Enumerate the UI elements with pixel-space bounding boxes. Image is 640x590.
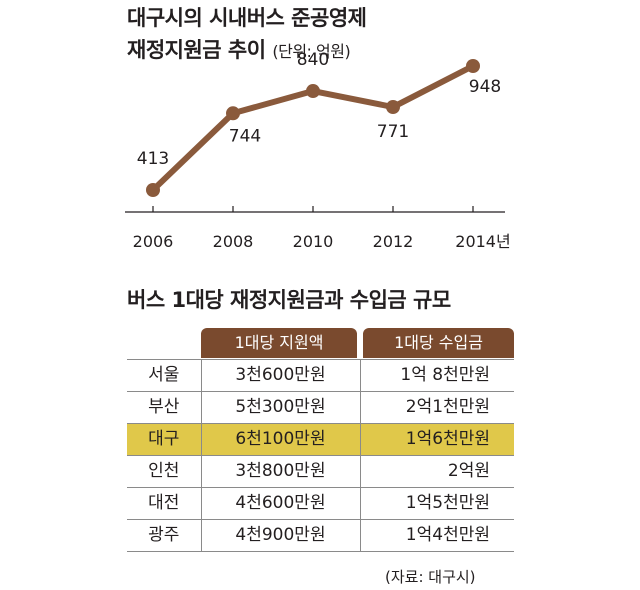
- x-tick-label: 2012: [373, 232, 414, 251]
- x-tick-label: 2014년: [455, 232, 510, 251]
- table-row: 대전 4천600만원 1억5천만원: [127, 487, 514, 520]
- income-value: 1억 8천만원: [360, 359, 514, 392]
- table-row-highlighted: 대구 6천100만원 1억6천만원: [127, 423, 514, 456]
- header-income: 1대당 수입금: [360, 327, 514, 360]
- table-header-row: 1대당 지원액 1대당 수입금: [127, 327, 514, 360]
- data-point: [146, 183, 160, 197]
- city-name: 광주: [127, 519, 202, 552]
- table-row: 광주 4천900만원 1억4천만원: [127, 519, 514, 552]
- chart-title-line2: 재정지원금 추이: [127, 38, 266, 62]
- income-value: 1억4천만원: [360, 519, 514, 552]
- x-tick-label: 2010: [293, 232, 334, 251]
- subsidy-value: 3천600만원: [201, 359, 361, 392]
- subsidy-value: 4천900만원: [201, 519, 361, 552]
- city-name: 인천: [127, 455, 202, 488]
- income-value: 2억원: [360, 455, 514, 488]
- x-tick-label: 2006: [133, 232, 174, 251]
- header-income-label: 1대당 수입금: [363, 328, 514, 358]
- city-name: 서울: [127, 359, 202, 392]
- header-subsidy-label: 1대당 지원액: [201, 328, 357, 358]
- table-row: 서울 3천600만원 1억 8천만원: [127, 359, 514, 392]
- subsidy-value: 6천100만원: [201, 423, 361, 456]
- data-label: 771: [377, 122, 409, 142]
- header-subsidy: 1대당 지원액: [201, 327, 360, 360]
- subsidy-value: 4천600만원: [201, 487, 361, 520]
- table-row: 인천 3천800만원 2억원: [127, 455, 514, 488]
- income-value: 1억6천만원: [360, 423, 514, 456]
- table-title: 버스 1대당 재정지원금과 수입금 규모: [127, 288, 451, 312]
- data-point: [226, 106, 240, 121]
- source-note: (자료: 대구시): [385, 568, 476, 586]
- city-name: 대구: [127, 423, 202, 456]
- line-chart: 413 744 840 771 948 2006 2008 2010 2012 2014년: [125, 50, 511, 251]
- city-name: 대전: [127, 487, 202, 520]
- chart-title: 대구시의 시내버스 준공영제 재정지원금 추이 (단위: 억원): [127, 2, 367, 68]
- chart-unit: (단위: 억원): [272, 42, 351, 61]
- chart-title-line1: 대구시의 시내버스 준공영제: [127, 6, 367, 30]
- header-blank: [127, 327, 201, 360]
- data-label: 744: [229, 126, 261, 146]
- subsidy-value: 3천800만원: [201, 455, 361, 488]
- income-value: 1억5천만원: [360, 487, 514, 520]
- data-label: 840: [297, 50, 329, 70]
- subsidy-value: 5천300만원: [201, 391, 361, 424]
- data-point: [306, 84, 320, 99]
- data-point: [466, 59, 480, 73]
- data-label: 413: [137, 149, 169, 169]
- x-tick-label: 2008: [213, 232, 254, 251]
- comparison-table: 1대당 지원액 1대당 수입금 서울 3천600만원 1억 8천만원 부산 5천…: [127, 327, 514, 552]
- data-label: 948: [469, 77, 501, 97]
- data-point: [386, 100, 400, 115]
- income-value: 2억1천만원: [360, 391, 514, 424]
- city-name: 부산: [127, 391, 202, 424]
- table-row: 부산 5천300만원 2억1천만원: [127, 391, 514, 424]
